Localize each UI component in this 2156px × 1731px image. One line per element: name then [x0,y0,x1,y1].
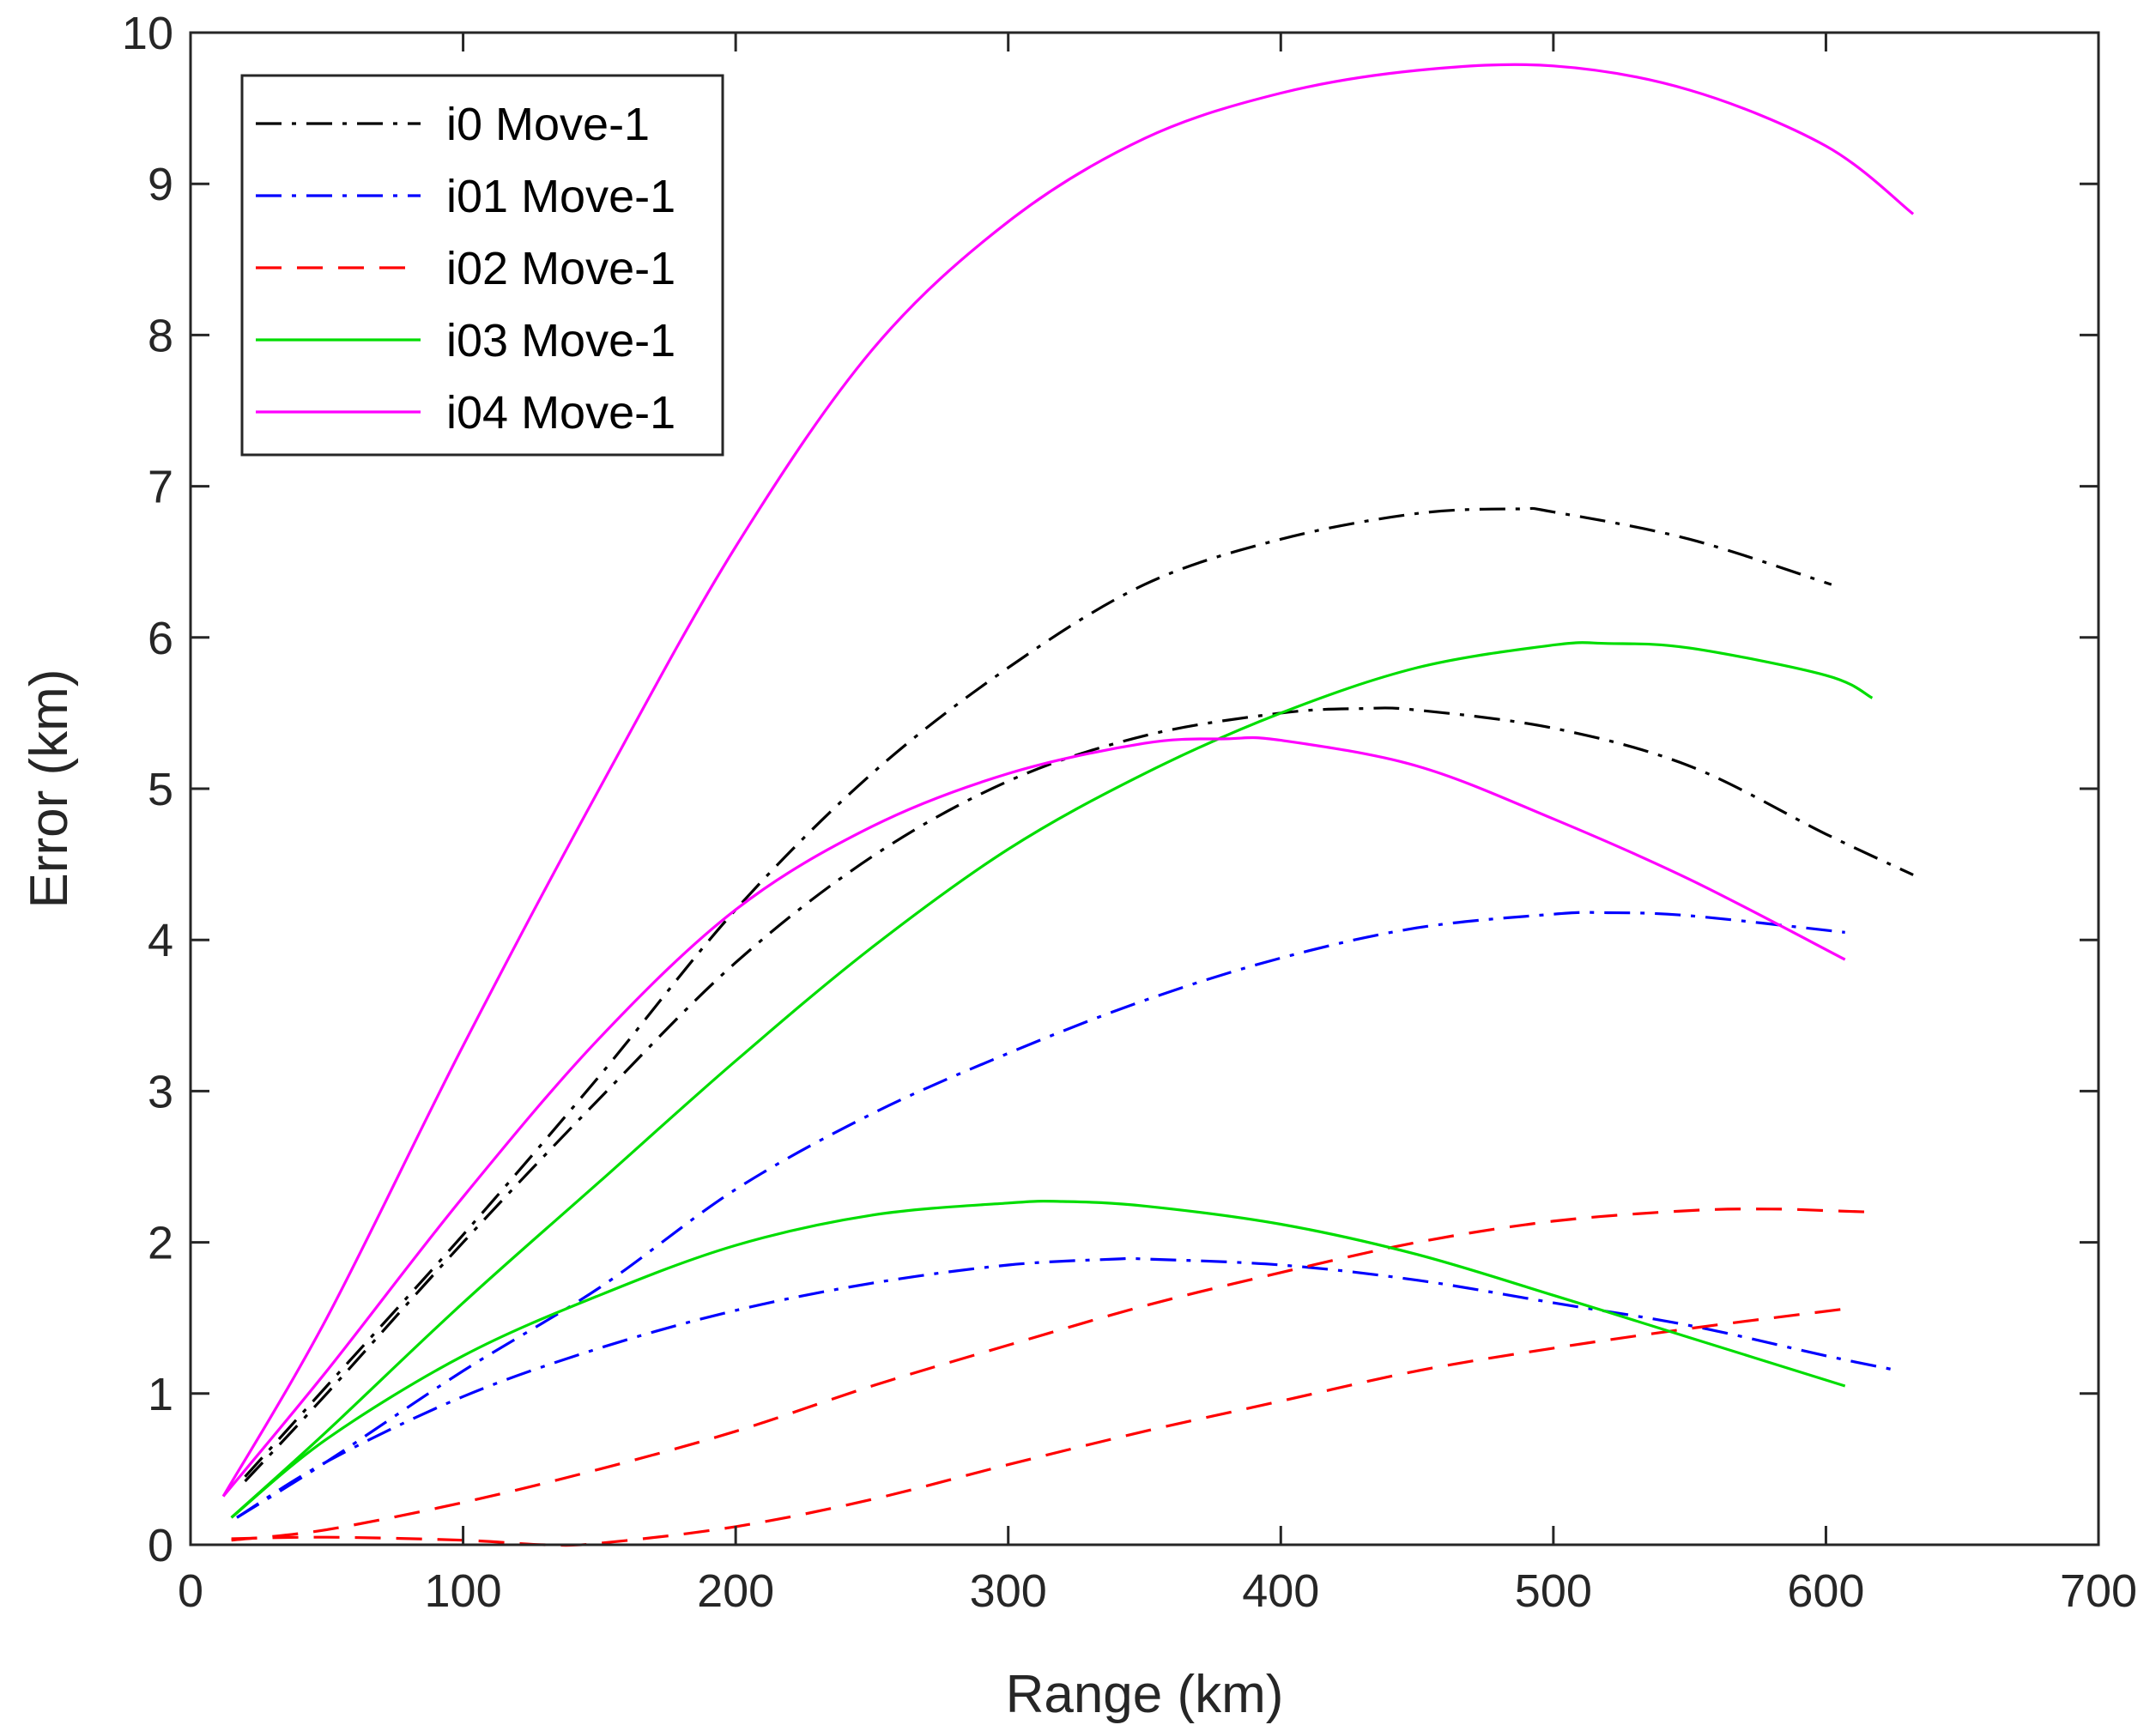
y-axis: 0 1 2 3 4 5 6 7 8 9 10 [122,8,2098,1571]
series-line-0-0 [244,506,1832,1478]
x-tick-label: 500 [1515,1565,1592,1617]
y-axis-label: Error (km) [20,669,79,909]
legend-label: i01 Move-1 [446,171,675,222]
x-tick-label: 400 [1242,1565,1319,1617]
series-line-2-1 [231,1307,1845,1547]
legend-label: i03 Move-1 [446,315,675,366]
x-axis: 0 100 200 300 400 500 600 700 [178,33,2137,1617]
y-tick-label: 9 [148,159,173,210]
series-line-0-1 [244,706,1914,1483]
series-line-3-0 [230,641,1874,1519]
x-tick-label: 600 [1787,1565,1864,1617]
y-tick-label: 7 [148,462,173,513]
series-line-1-0 [236,911,1845,1519]
legend-label: i02 Move-1 [446,243,675,294]
x-tick-label: 200 [697,1565,774,1617]
x-tick-label: 700 [2060,1565,2137,1617]
legend-box [240,74,724,457]
x-tick-label: 100 [425,1565,502,1617]
y-tick-label: 0 [148,1520,173,1571]
series-layer [221,63,1915,1547]
series-line-1-1 [236,1256,1900,1519]
y-tick-label: 3 [148,1066,173,1117]
y-tick-label: 6 [148,613,173,664]
y-tick-label: 2 [148,1218,173,1269]
series-line-4-1 [221,735,1846,1498]
series-line-2-0 [231,1207,1873,1542]
x-tick-label: 300 [970,1565,1047,1617]
x-tick-label: 0 [178,1565,203,1617]
legend-label: i04 Move-1 [446,387,675,439]
y-tick-label: 1 [148,1369,173,1420]
x-axis-label: Range (km) [1006,1665,1284,1724]
series-line-3-1 [230,1199,1846,1519]
y-tick-label: 8 [148,310,173,361]
series-line-4-0 [221,63,1915,1498]
y-tick-label: 10 [122,8,173,59]
legend: i0 Move-1 i01 Move-1 i02 Move-1 i03 Move-1 i… [240,74,724,457]
y-tick-label: 4 [148,915,173,966]
legend-label: i0 Move-1 [446,99,650,150]
y-tick-label: 5 [148,764,173,815]
